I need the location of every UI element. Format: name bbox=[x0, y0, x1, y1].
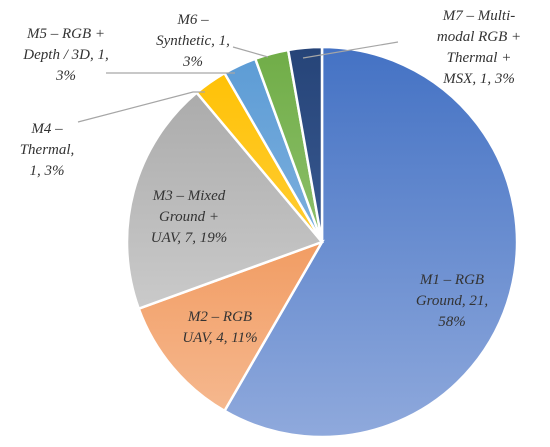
leader-line-m4 bbox=[77, 91, 205, 123]
data-label-m2: M2 – RGB UAV, 4, 11% bbox=[182, 309, 257, 346]
data-label-line: 1, 3% bbox=[30, 163, 65, 179]
data-label-line: Depth / 3D, 1, bbox=[22, 47, 108, 63]
data-label-m5: M5 – RGB + Depth / 3D, 1, 3% bbox=[22, 26, 108, 84]
data-label-line: M5 – RGB + bbox=[26, 26, 105, 42]
data-label-m4: M4 – Thermal, 1, 3% bbox=[20, 121, 75, 179]
data-label-m6: M6 – Synthetic, 1, 3% bbox=[156, 12, 230, 70]
data-label-line: UAV, 7, 19% bbox=[151, 230, 227, 246]
pie-slice-m3 bbox=[125, 90, 325, 311]
data-label-line: M3 – Mixed bbox=[152, 188, 226, 204]
data-label-line: M4 – bbox=[30, 121, 63, 137]
leader-line-m6 bbox=[232, 46, 269, 58]
data-label-line: UAV, 4, 11% bbox=[182, 330, 257, 346]
data-label-line: 3% bbox=[55, 68, 76, 84]
leader-lines bbox=[77, 41, 399, 123]
data-label-line: Synthetic, 1, bbox=[156, 33, 230, 49]
pie-slice-m7 bbox=[286, 45, 324, 243]
data-label-line: M7 – Multi- bbox=[442, 8, 516, 24]
data-label-line: M1 – RGB bbox=[419, 272, 484, 288]
data-label-line: 3% bbox=[182, 54, 203, 70]
data-label-line: MSX, 1, 3% bbox=[442, 71, 515, 87]
data-label-line: Thermal + bbox=[447, 50, 512, 66]
data-labels: M1 – RGB Ground, 21, 58% M2 – RGB UAV, 4, 11… bbox=[20, 8, 521, 346]
data-label-line: Thermal, bbox=[20, 142, 75, 158]
pie-slices bbox=[125, 45, 519, 439]
pie-slice-m2 bbox=[137, 239, 325, 413]
leader-line-m7 bbox=[302, 41, 399, 59]
data-label-line: modal RGB + bbox=[437, 29, 521, 45]
pie-slice-m1 bbox=[222, 45, 519, 439]
data-label-m7: M7 – Multi-modal RGB + Thermal + MSX, 1, 3… bbox=[437, 8, 521, 87]
data-label-line: Ground, 21, bbox=[416, 293, 488, 309]
data-label-m1: M1 – RGB Ground, 21, 58% bbox=[416, 272, 488, 330]
data-label-m3: M3 – Mixed Ground + UAV, 7, 19% bbox=[151, 188, 227, 246]
data-label-line: M6 – bbox=[176, 12, 209, 28]
data-label-line: Ground + bbox=[159, 209, 219, 225]
data-label-line: M2 – RGB bbox=[187, 309, 252, 325]
data-label-line: 58% bbox=[438, 314, 466, 330]
